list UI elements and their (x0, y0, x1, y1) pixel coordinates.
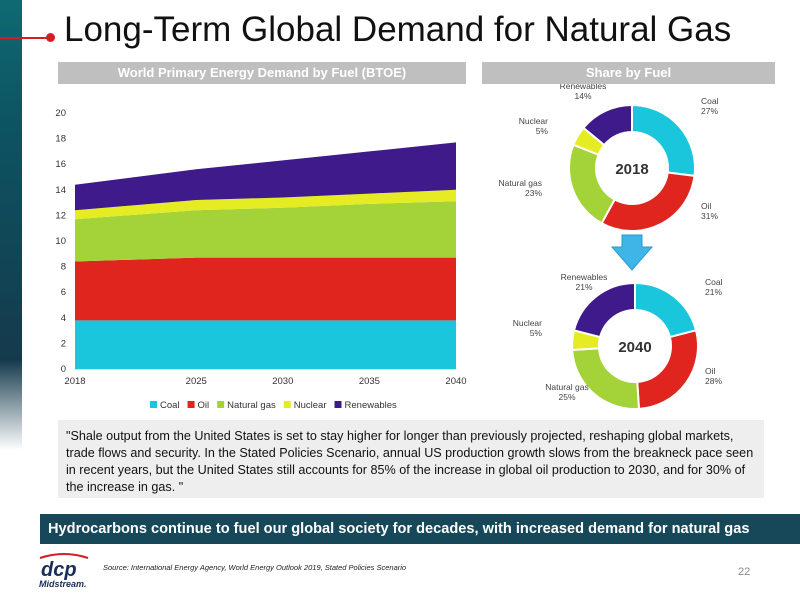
y-tick-label: 2 (61, 338, 66, 349)
x-tick-label: 2018 (64, 376, 85, 387)
legend-label-natural-gas: Natural gas (227, 400, 276, 411)
donut-2040-label-natural-gas: Natural gas (545, 382, 588, 392)
legend-label-nuclear: Nuclear (294, 400, 327, 411)
area-series-nuclear (75, 189, 456, 220)
donut-2018-pct-natural-gas: 23% (525, 188, 542, 198)
donut-2040-slice-coal (634, 281, 698, 339)
donut-2018-pct-renewables: 14% (574, 91, 591, 101)
y-tick-label: 12 (55, 210, 66, 221)
legend-swatch-nuclear (283, 401, 291, 408)
donut-2018-label-renewables: Renewables (560, 84, 607, 91)
y-tick-label: 20 (55, 108, 66, 119)
legend-swatch-coal (150, 401, 157, 408)
y-tick-label: 8 (61, 262, 66, 273)
donut-2018-label-natural-gas: Natural gas (499, 178, 542, 188)
y-tick-label: 10 (55, 236, 66, 247)
donut-2040-slice-renewables (572, 281, 636, 339)
donut-2040-slice-natural-gas (571, 347, 641, 410)
title-accent-dot (46, 33, 55, 42)
donut-2018-pct-nuclear: 5% (536, 126, 549, 136)
donut-2040-pct-natural-gas: 25% (558, 392, 575, 402)
y-tick-label: 0 (61, 364, 66, 375)
donut-2040-label-nuclear: Nuclear (513, 318, 542, 328)
legend-label-coal: Coal (160, 400, 180, 411)
area-chart: 0 2 4 6 8 10 12 14 16 18 20 2018 2025 2030 2035 2040 Coa… (55, 108, 466, 411)
down-arrow-icon (610, 234, 654, 271)
x-tick-label: 2040 (445, 376, 466, 387)
summary-banner: Hydrocarbons continue to fuel our global… (40, 514, 800, 544)
legend-swatch-natural-gas (217, 401, 225, 408)
legend-label-oil: Oil (198, 400, 210, 411)
donut-2018-label-oil: Oil (701, 201, 712, 211)
x-tick-label: 2030 (272, 376, 293, 387)
donut-2040-label-renewables: Renewables (561, 272, 608, 282)
donut-2040-pct-nuclear: 5% (530, 328, 543, 338)
legend-swatch-renewables (334, 401, 342, 408)
left-decorative-bar (0, 0, 22, 600)
donut-2040-pct-renewables: 21% (575, 282, 592, 292)
donut-2040-label-oil: Oil (705, 366, 716, 376)
page-number: 22 (738, 566, 751, 578)
donut-2018-slice-renewables (582, 103, 633, 147)
donut-2018-pct-oil: 31% (701, 211, 718, 221)
y-tick-label: 14 (55, 185, 66, 196)
area-series-renewables (75, 142, 456, 211)
quote-box: "Shale output from the United States is … (58, 420, 764, 498)
donut-2040-pct-coal: 21% (705, 287, 722, 297)
area-series-oil (75, 257, 456, 321)
donut-2018-label-nuclear: Nuclear (519, 116, 548, 126)
donut-2018-label-coal: Coal (701, 96, 719, 106)
legend-label-renewables: Renewables (345, 400, 398, 411)
donut-2018-pct-coal: 27% (701, 106, 718, 116)
donut-2040-label-coal: Coal (705, 277, 723, 287)
logo-text-midstream: Midstream. (39, 579, 87, 589)
area-series-natural-gas (75, 201, 456, 262)
donut-year-2018: 2018 (615, 161, 648, 178)
share-chart-header: Share by Fuel (482, 62, 775, 84)
legend-swatch-oil (187, 401, 195, 408)
donut-year-2040: 2040 (618, 339, 651, 356)
source-note: Source: International Energy Agency, Wor… (103, 563, 407, 572)
x-tick-label: 2025 (186, 376, 207, 387)
donut-2018-slice-natural-gas (568, 143, 617, 225)
area-chart-header: World Primary Energy Demand by Fuel (BTO… (58, 62, 466, 84)
y-tick-label: 4 (61, 313, 66, 324)
y-tick-label: 18 (55, 134, 66, 145)
dcp-midstream-logo: dcp Midstream. (39, 553, 89, 589)
donut-2018-slice-oil (600, 171, 696, 232)
donut-2040-pct-oil: 28% (705, 376, 722, 386)
logo-text-dcp: dcp (41, 559, 77, 581)
y-tick-label: 16 (55, 159, 66, 170)
x-tick-label: 2035 (359, 376, 380, 387)
y-tick-label: 6 (61, 287, 66, 298)
page-title: Long-Term Global Demand for Natural Gas (64, 10, 732, 49)
title-accent-line (0, 37, 50, 39)
area-series-coal (75, 320, 456, 369)
